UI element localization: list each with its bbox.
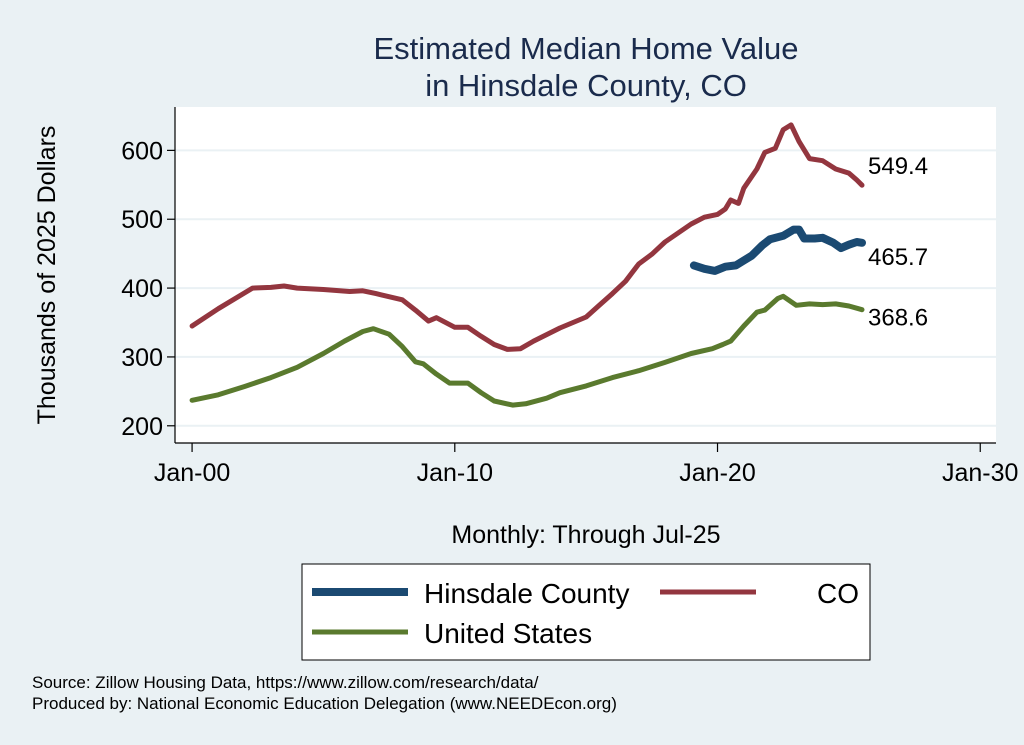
legend-label-hinsdale-county: Hinsdale County <box>424 578 629 609</box>
produced-by-note: Produced by: National Economic Education… <box>32 694 617 713</box>
x-tick-label: Jan-10 <box>417 459 493 487</box>
end-label-co: 549.4 <box>868 153 928 180</box>
chart-title-line-1: Estimated Median Home Value <box>373 31 798 66</box>
chart-title-line-2: in Hinsdale County, CO <box>425 68 747 103</box>
legend: Hinsdale County CO United States <box>301 563 871 661</box>
source-note: Source: Zillow Housing Data, https://www… <box>32 673 539 692</box>
y-axis-ticks: 200 300 400 500 600 <box>121 137 175 441</box>
x-tick-label: Jan-30 <box>942 459 1018 487</box>
legend-label-united-states: United States <box>424 618 592 649</box>
legend-box <box>301 563 871 661</box>
legend-label-co: CO <box>817 578 859 609</box>
series-line-hinsdale-county <box>689 225 866 275</box>
x-axis-ticks: Jan-00 Jan-10 Jan-20 Jan-30 <box>154 443 1018 487</box>
y-tick-label: 600 <box>121 137 163 165</box>
series-line-co <box>189 122 865 352</box>
y-tick-label: 300 <box>121 344 163 372</box>
y-tick-label: 400 <box>121 275 163 303</box>
end-labels: 549.4 368.6 465.7 <box>868 153 928 331</box>
series-lines <box>189 122 866 408</box>
x-axis-title: Monthly: Through Jul-25 <box>451 521 720 549</box>
x-tick-label: Jan-00 <box>154 459 230 487</box>
x-tick-label: Jan-20 <box>679 459 755 487</box>
y-tick-label: 200 <box>121 413 163 441</box>
series-line-united-states <box>189 293 865 408</box>
y-axis-title: Thousands of 2025 Dollars <box>33 126 61 425</box>
end-label-hinsdale-county: 465.7 <box>868 244 928 271</box>
end-label-united-states: 368.6 <box>868 305 928 332</box>
y-tick-label: 500 <box>121 206 163 234</box>
